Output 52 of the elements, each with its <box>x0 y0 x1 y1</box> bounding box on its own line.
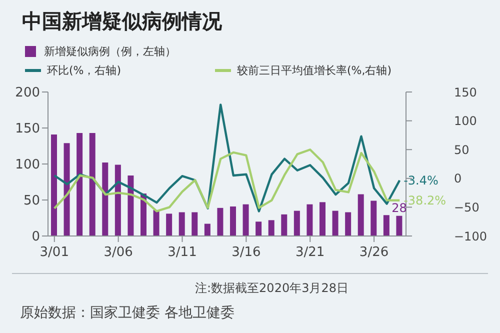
bar <box>281 214 288 236</box>
x-tick-label: 3/01 <box>40 245 69 260</box>
data-label: 28 <box>392 200 407 215</box>
x-tick-label: 3/21 <box>296 245 325 260</box>
y2-tick-label: 50 <box>454 142 470 157</box>
legend-label: 较前三日平均值增长率(%,右轴) <box>236 63 393 78</box>
bar <box>256 222 262 236</box>
text: 注:数据截至2020年3月28日 <box>195 280 348 297</box>
bar <box>192 212 198 236</box>
bar <box>268 220 274 236</box>
y2-tick-label: 150 <box>454 85 477 100</box>
legend-label: 新增疑似病例（例，左轴） <box>43 44 177 59</box>
x-tick-label: 3/06 <box>104 245 133 260</box>
y-tick-label: 200 <box>15 86 40 101</box>
y2-tick-label: −100 <box>454 229 487 244</box>
text: 原始数据：国家卫健委 各地卫健委 <box>20 304 234 322</box>
bar <box>51 134 57 236</box>
bar <box>370 200 377 236</box>
bar <box>332 210 338 236</box>
bar <box>294 210 300 236</box>
chart-title: 中国新增疑似病例情况 <box>22 8 222 35</box>
bar <box>89 133 96 236</box>
bar <box>114 164 121 236</box>
bar <box>306 204 313 236</box>
legend-label: 环比(%，右轴) <box>46 63 122 78</box>
bar <box>204 224 210 236</box>
bar <box>217 208 224 236</box>
bar <box>230 206 236 236</box>
x-tick-label: 3/16 <box>232 245 261 260</box>
bar <box>64 143 70 236</box>
bar <box>320 202 326 236</box>
x-tick-label: 3/26 <box>359 245 389 260</box>
y-tick-label: 150 <box>15 122 40 137</box>
bar <box>396 216 402 236</box>
y-tick-label: 0 <box>32 230 40 245</box>
bar <box>383 215 390 236</box>
bar <box>242 204 249 236</box>
bar <box>128 176 134 236</box>
bar <box>345 212 352 236</box>
y-tick-label: 100 <box>15 158 40 173</box>
y2-tick-label: −50 <box>454 200 480 214</box>
bar <box>76 133 83 236</box>
bar <box>153 210 160 236</box>
bar <box>102 162 108 236</box>
y2-tick-label: 100 <box>454 114 477 128</box>
bar <box>358 194 364 236</box>
x-tick-label: 3/11 <box>168 245 197 260</box>
bar <box>166 214 172 236</box>
y2-tick-label: 0 <box>454 172 462 186</box>
data-label: -3.4% <box>404 173 438 188</box>
bar <box>178 212 185 236</box>
y-tick-label: 50 <box>23 194 40 209</box>
